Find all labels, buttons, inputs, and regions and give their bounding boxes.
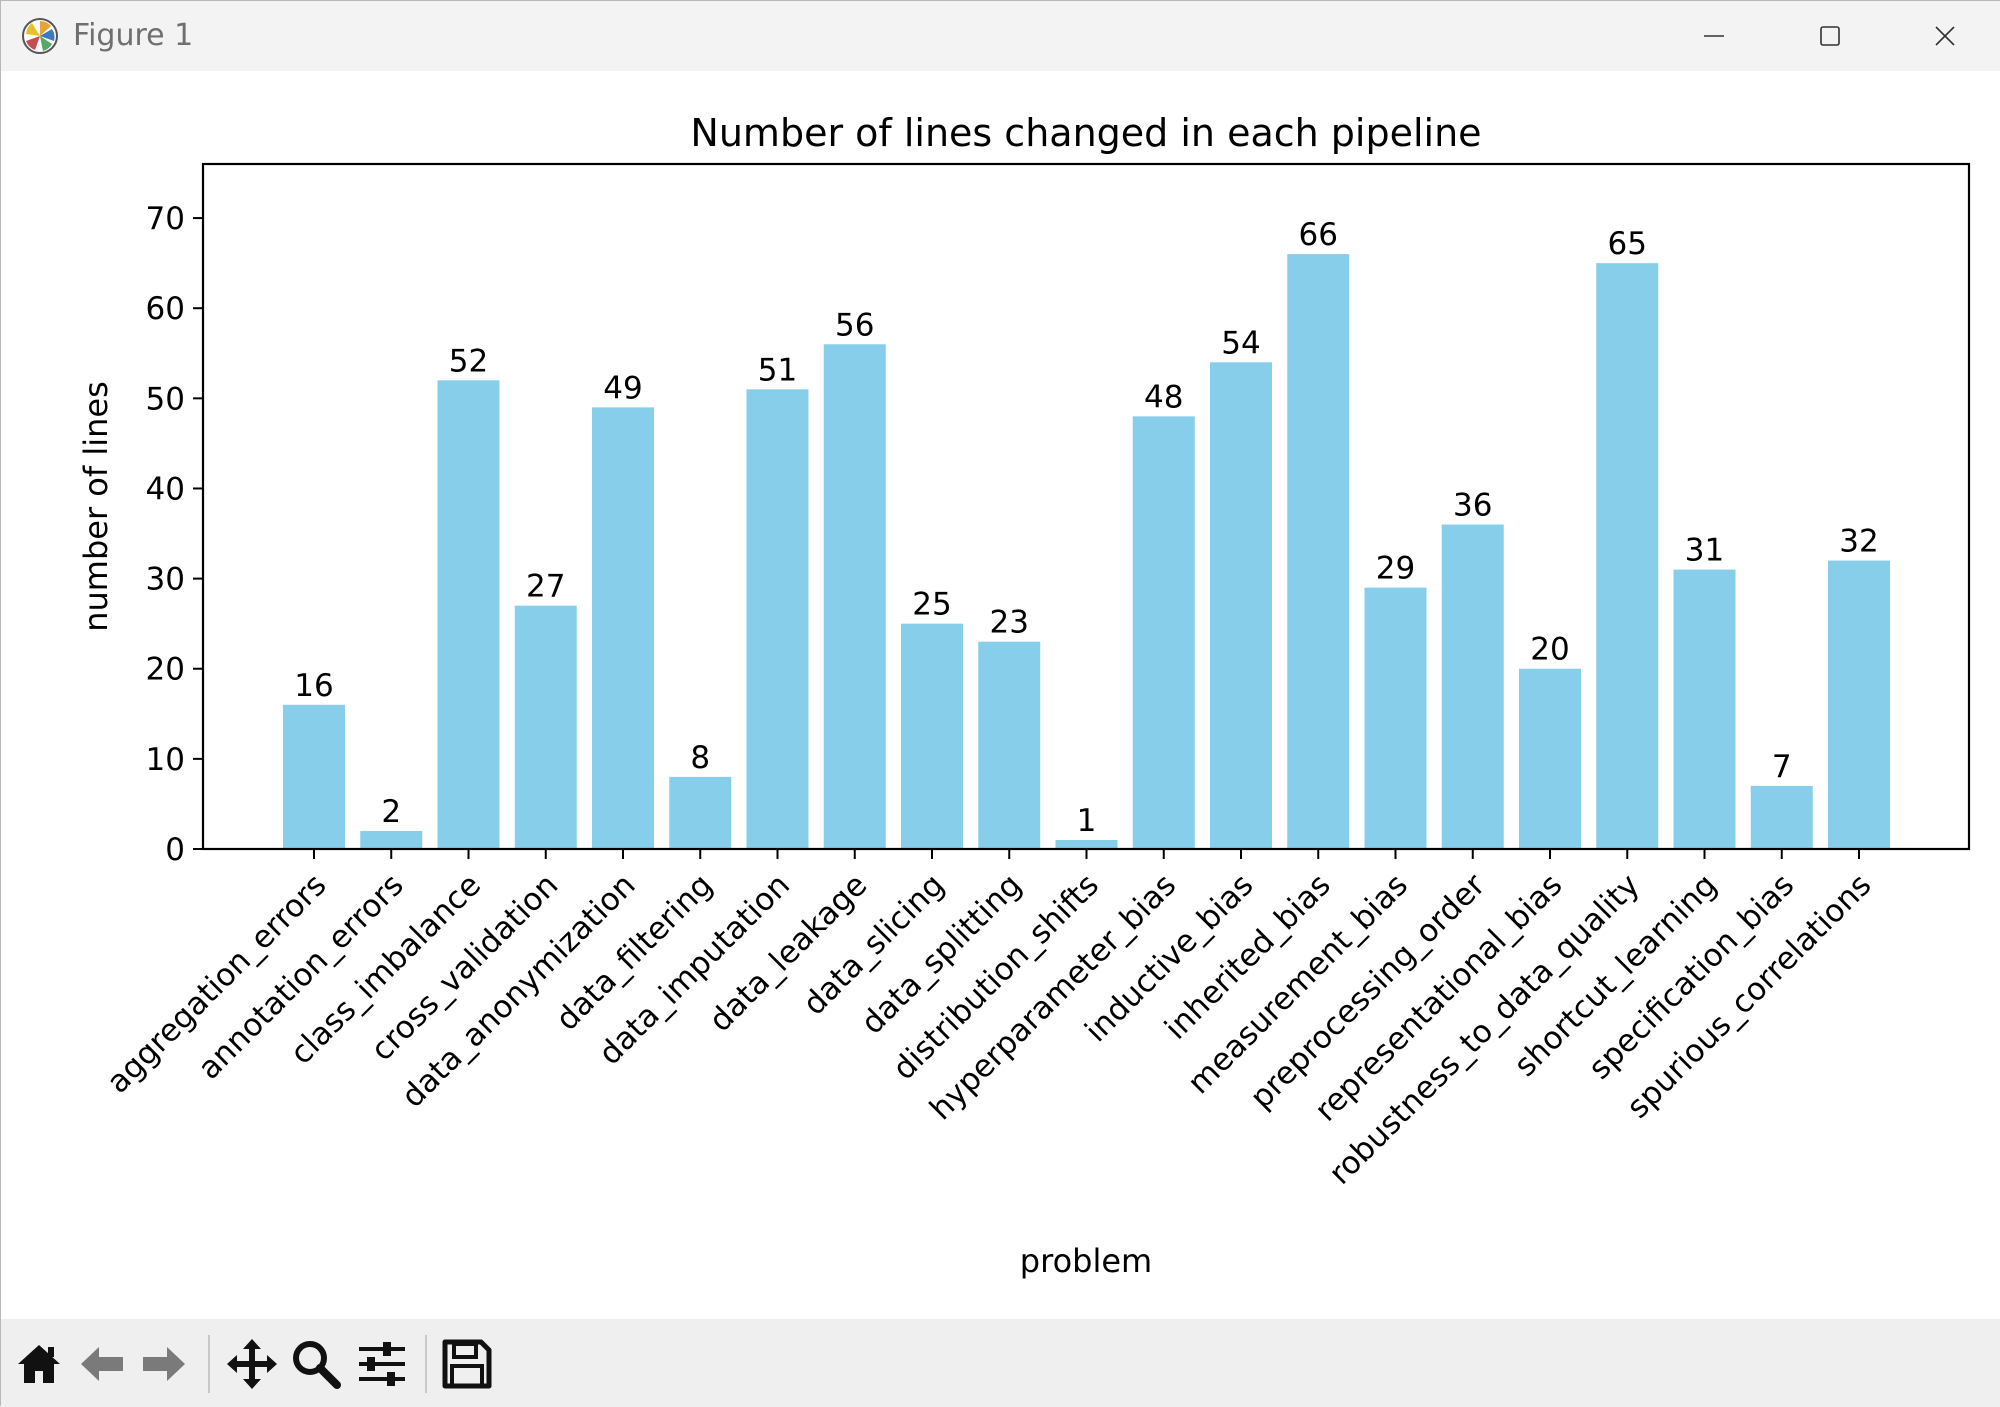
zoom-icon [293, 1341, 341, 1389]
bar [1673, 569, 1736, 849]
zoom-button[interactable] [287, 1335, 345, 1393]
bar-value-label: 29 [1376, 551, 1415, 587]
pan-button[interactable] [223, 1335, 281, 1393]
bar-value-label: 49 [603, 370, 642, 406]
y-tick-label: 50 [146, 381, 185, 417]
bar [1750, 785, 1813, 849]
bar-value-label: 65 [1608, 226, 1647, 262]
home-icon [18, 1345, 60, 1383]
bar [1055, 839, 1118, 849]
bar-value-label: 51 [758, 352, 797, 388]
y-axis-label: number of lines [77, 381, 115, 632]
navigation-toolbar [1, 1319, 2000, 1407]
bar-chart: 16 2 52 27 49 8 51 56 25 23 1 48 54 66 29 36 20 65 31 7 32 0 1… [77, 111, 1971, 1280]
bar [669, 776, 732, 849]
forward-icon [143, 1347, 185, 1381]
bar-value-label: 66 [1299, 217, 1338, 253]
bar [1210, 362, 1272, 849]
configure-subplots-icon [359, 1342, 405, 1386]
bar [1519, 668, 1581, 849]
save-button[interactable] [438, 1335, 496, 1393]
bar [1287, 254, 1350, 849]
bar [1132, 416, 1195, 849]
bar [901, 623, 963, 849]
back-icon [81, 1347, 123, 1381]
bar-value-label: 20 [1530, 632, 1569, 668]
close-button[interactable] [1887, 1, 2000, 71]
y-tick-label: 40 [146, 471, 185, 507]
figure-canvas[interactable]: 16 2 52 27 49 8 51 56 25 23 1 48 54 66 29 36 20 65 31 7 32 0 1… [1, 71, 2000, 1319]
bar-value-label: 1 [1077, 803, 1097, 839]
close-icon [1935, 26, 1955, 46]
y-tick-label: 20 [146, 652, 185, 688]
home-button[interactable] [10, 1335, 68, 1393]
bar-value-label: 52 [449, 343, 488, 379]
bar-value-label: 36 [1453, 488, 1492, 524]
toolbar-separator [208, 1335, 210, 1393]
bar [1828, 560, 1890, 849]
forward-button[interactable] [135, 1335, 193, 1393]
bar [1441, 524, 1504, 849]
bar-value-label: 56 [835, 307, 874, 343]
plot-frame [201, 162, 1971, 851]
y-tick-label: 0 [165, 832, 185, 868]
window-title: Figure 1 [73, 18, 194, 53]
pan-icon [227, 1339, 277, 1389]
maximize-button[interactable] [1772, 1, 1888, 71]
maximize-icon [1820, 26, 1840, 46]
y-tick-label: 30 [146, 562, 185, 598]
bar [1364, 587, 1427, 849]
toolbar-separator [425, 1335, 427, 1393]
bar [823, 344, 886, 849]
y-tick-label: 70 [146, 201, 185, 237]
bar [1596, 263, 1659, 849]
back-button[interactable] [73, 1335, 131, 1393]
bar-value-label: 31 [1685, 533, 1724, 569]
bar [283, 704, 345, 849]
bar-value-label: 16 [294, 668, 333, 704]
bar [978, 641, 1041, 849]
bar [746, 389, 809, 849]
bar [437, 380, 500, 849]
bar [592, 407, 654, 849]
minimize-button[interactable] [1656, 1, 1772, 71]
save-icon [442, 1339, 492, 1389]
bar-value-label: 48 [1144, 379, 1183, 415]
y-tick-label: 10 [146, 742, 185, 778]
chart-title: Number of lines changed in each pipeline [690, 111, 1481, 155]
title-bar[interactable]: Figure 1 [1, 1, 2000, 71]
configure-subplots-button[interactable] [353, 1335, 411, 1393]
bar-value-label: 7 [1772, 749, 1792, 785]
bar-value-label: 27 [526, 569, 565, 605]
bar-value-label: 23 [990, 605, 1029, 641]
bar [514, 605, 577, 849]
bar-value-label: 32 [1839, 524, 1878, 560]
minimize-icon [1704, 35, 1724, 37]
y-tick-label: 60 [146, 291, 185, 327]
bar-value-label: 25 [912, 587, 951, 623]
bar [360, 830, 423, 849]
x-axis-label: problem [1020, 1242, 1152, 1280]
matplotlib-logo-icon [22, 18, 58, 54]
bar-value-label: 54 [1221, 325, 1260, 361]
bar-value-label: 2 [381, 794, 401, 830]
bar-value-label: 8 [690, 740, 710, 776]
